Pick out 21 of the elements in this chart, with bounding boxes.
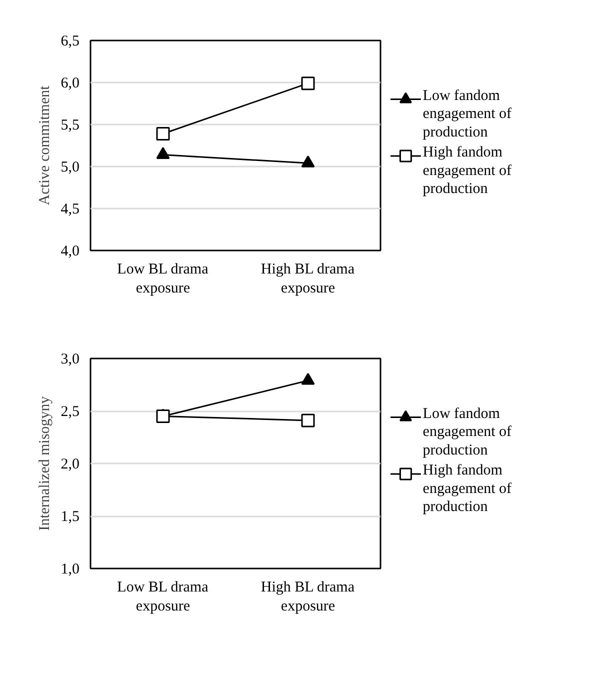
y-tick-label: 4,0 [60, 244, 80, 260]
legend-label: Low fandom engagement of production [422, 88, 512, 141]
y-tick-label: 1,0 [60, 562, 80, 578]
x-tick-label: High BL drama exposure [260, 580, 355, 615]
y-tick-label: 6,0 [60, 76, 80, 92]
y-axis-title: Active commitment [36, 84, 53, 206]
y-tick-label: 5,5 [60, 118, 80, 134]
y-tick-label: 2,0 [60, 456, 80, 472]
legend-label: High fandom engagement of production [422, 144, 512, 198]
legend-label: High fandom engagement of production [422, 462, 512, 516]
y-tick-label: 6,5 [60, 34, 80, 50]
y-axis-title: Internalized misogyny [36, 396, 53, 531]
x-tick-label: Low BL drama exposure [117, 262, 209, 297]
y-tick-label: 2,5 [60, 404, 80, 420]
x-tick-label: Low BL drama exposure [117, 580, 209, 615]
x-tick-label: High BL drama exposure [260, 262, 355, 297]
legend-label: Low fandom engagement of production [422, 406, 512, 459]
y-tick-label: 4,5 [60, 202, 80, 218]
y-tick-label: 3,0 [60, 352, 80, 368]
y-tick-label: 5,0 [60, 160, 80, 176]
y-tick-label: 1,5 [60, 509, 80, 525]
